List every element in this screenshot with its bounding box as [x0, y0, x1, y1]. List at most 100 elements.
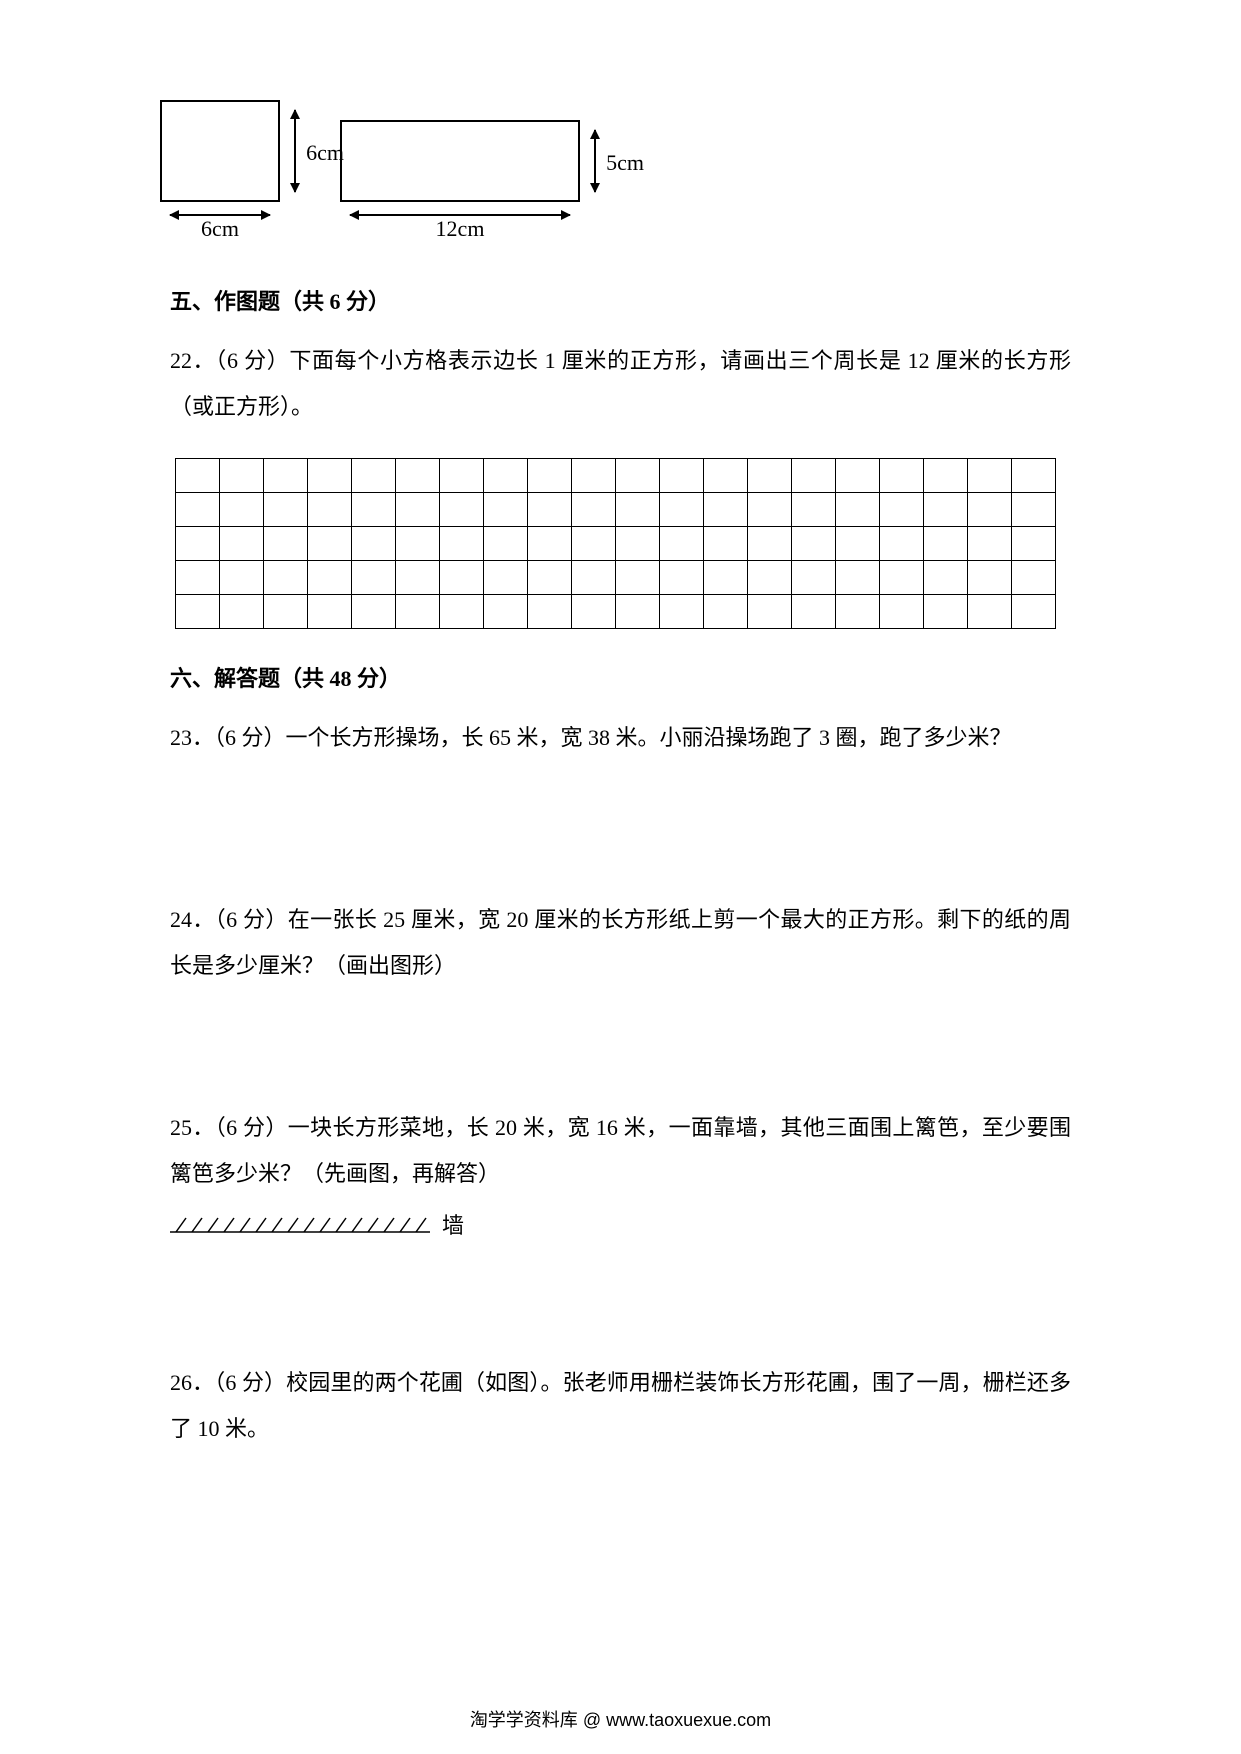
grid-cell — [176, 458, 220, 492]
grid-cell — [440, 458, 484, 492]
page: 6cm 6cm 5cm 12cm 五、作图题（共 6 分） 22．（6 分）下面… — [0, 0, 1241, 1754]
grid-cell — [968, 594, 1012, 628]
question-22: 22．（6 分）下面每个小方格表示边长 1 厘米的正方形，请画出三个周长是 12… — [170, 338, 1071, 430]
grid-cell — [660, 458, 704, 492]
grid-cell — [792, 458, 836, 492]
grid-cell — [660, 560, 704, 594]
grid-cell — [484, 526, 528, 560]
grid-cell — [660, 594, 704, 628]
grid-cell — [1012, 492, 1056, 526]
grid-cell — [528, 560, 572, 594]
grid-cell — [220, 560, 264, 594]
grid-cell — [704, 594, 748, 628]
grid-cell — [352, 560, 396, 594]
grid-table — [175, 458, 1056, 629]
grid-cell — [616, 458, 660, 492]
wall-label: 墙 — [442, 1208, 464, 1240]
spacer-25 — [170, 1240, 1071, 1360]
grid-cell — [968, 526, 1012, 560]
rect-dim-right — [594, 130, 596, 192]
question-24: 24．（6 分）在一张长 25 厘米，宽 20 厘米的长方形纸上剪一个最大的正方… — [170, 897, 1071, 989]
grid-cell — [308, 594, 352, 628]
grid-cell — [352, 492, 396, 526]
grid-cell — [836, 560, 880, 594]
grid-cell — [792, 594, 836, 628]
grid-cell — [660, 492, 704, 526]
grid-cell — [220, 594, 264, 628]
grid-cell — [572, 526, 616, 560]
grid-cell — [880, 560, 924, 594]
grid-cell — [836, 458, 880, 492]
grid-cell — [572, 560, 616, 594]
grid-cell — [616, 560, 660, 594]
grid-cell — [264, 560, 308, 594]
question-25: 25．（6 分）一块长方形菜地，长 20 米，宽 16 米，一面靠墙，其他三面围… — [170, 1105, 1071, 1197]
grid-cell — [1012, 526, 1056, 560]
grid-cell — [440, 594, 484, 628]
grid-cell — [484, 492, 528, 526]
grid-cell — [352, 594, 396, 628]
grid-cell — [308, 526, 352, 560]
grid-cell — [528, 594, 572, 628]
spacer-24 — [170, 1005, 1071, 1105]
grid-cell — [220, 458, 264, 492]
page-footer: 淘学学资料库 @ www.taoxuexue.com — [0, 1706, 1241, 1732]
grid-cell — [924, 594, 968, 628]
grid-cell — [572, 594, 616, 628]
grid-cell — [968, 458, 1012, 492]
grid-cell — [396, 560, 440, 594]
grid-cell — [704, 526, 748, 560]
grid-cell — [616, 594, 660, 628]
rect-right-label: 5cm — [606, 150, 644, 176]
grid-cell — [924, 526, 968, 560]
grid-cell — [660, 526, 704, 560]
grid-cell — [1012, 560, 1056, 594]
answer-grid — [175, 458, 1071, 629]
section6-title: 六、解答题（共 48 分） — [170, 659, 1071, 699]
square-right-label: 6cm — [306, 140, 344, 166]
grid-cell — [484, 560, 528, 594]
spacer-23 — [170, 777, 1071, 897]
section5-title: 五、作图题（共 6 分） — [170, 282, 1071, 322]
shapes-row: 6cm 6cm 5cm 12cm — [160, 100, 1071, 202]
grid-cell — [484, 458, 528, 492]
grid-cell — [924, 560, 968, 594]
grid-cell — [440, 492, 484, 526]
grid-cell — [1012, 458, 1056, 492]
grid-cell — [264, 594, 308, 628]
grid-cell — [836, 492, 880, 526]
grid-cell — [924, 458, 968, 492]
question-26: 26．（6 分）校园里的两个花圃（如图）。张老师用栅栏装饰长方形花圃，围了一周，… — [170, 1360, 1071, 1452]
grid-cell — [880, 492, 924, 526]
grid-cell — [440, 526, 484, 560]
grid-cell — [176, 594, 220, 628]
grid-cell — [792, 492, 836, 526]
grid-cell — [352, 458, 396, 492]
grid-cell — [176, 492, 220, 526]
grid-cell — [748, 458, 792, 492]
wall-row: 墙 — [170, 1208, 1071, 1240]
grid-cell — [528, 526, 572, 560]
wall-hatch-icon — [170, 1214, 430, 1234]
grid-cell — [836, 594, 880, 628]
grid-cell — [528, 492, 572, 526]
grid-cell — [396, 458, 440, 492]
grid-cell — [308, 492, 352, 526]
grid-cell — [440, 560, 484, 594]
rect-shape: 5cm 12cm — [340, 100, 580, 202]
grid-cell — [220, 492, 264, 526]
grid-cell — [968, 492, 1012, 526]
square-bottom-label: 6cm — [201, 216, 239, 242]
grid-cell — [748, 594, 792, 628]
grid-cell — [220, 526, 264, 560]
grid-cell — [836, 526, 880, 560]
grid-cell — [264, 492, 308, 526]
rect-bottom-label: 12cm — [436, 216, 485, 242]
grid-cell — [968, 560, 1012, 594]
grid-cell — [880, 594, 924, 628]
grid-cell — [616, 492, 660, 526]
grid-cell — [1012, 594, 1056, 628]
grid-cell — [572, 458, 616, 492]
grid-cell — [748, 560, 792, 594]
grid-cell — [792, 560, 836, 594]
